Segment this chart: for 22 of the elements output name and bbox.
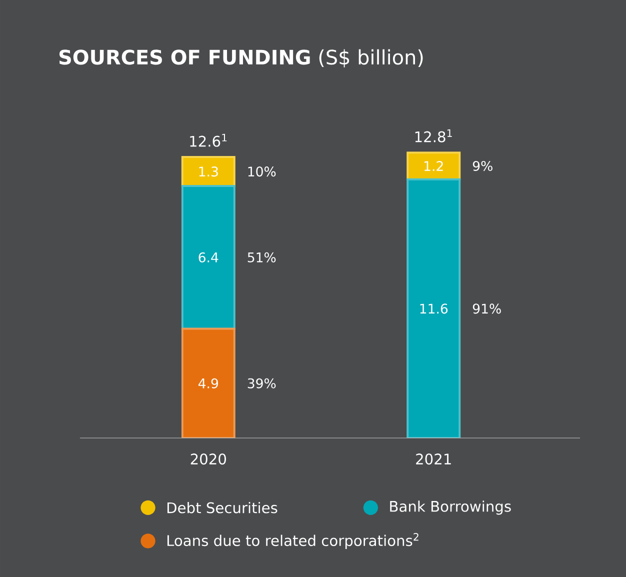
data-label: 4.9	[198, 378, 218, 388]
data-label: 11.6	[420, 304, 448, 314]
data-label: 6.4	[198, 252, 218, 262]
x-tick-label: 2021	[416, 454, 451, 465]
total-label: 12.8$^{1}$	[415, 129, 452, 142]
bar	[181, 185, 236, 330]
total-label: 12.6$^{1}$	[190, 134, 227, 147]
annotation: 9%	[472, 160, 492, 171]
bar	[181, 156, 236, 188]
legend-label: Debt Securities	[167, 502, 278, 514]
annotation: 10%	[248, 166, 276, 177]
data-label: 1.3	[199, 166, 218, 177]
bar	[406, 152, 461, 180]
data-label: 1.2	[424, 161, 443, 171]
legend-label: Loans due to related corporations$^{2}$	[167, 533, 418, 549]
chart-title: SOURCES OF FUNDING (S$ billion)	[59, 49, 423, 68]
annotation: 91%	[472, 304, 501, 314]
annotation: 39%	[248, 378, 276, 388]
annotation: 51%	[248, 252, 276, 262]
legend-label: Bank Borrowings	[390, 500, 511, 515]
x-tick-label: 2020	[190, 454, 226, 465]
bar	[406, 178, 461, 438]
